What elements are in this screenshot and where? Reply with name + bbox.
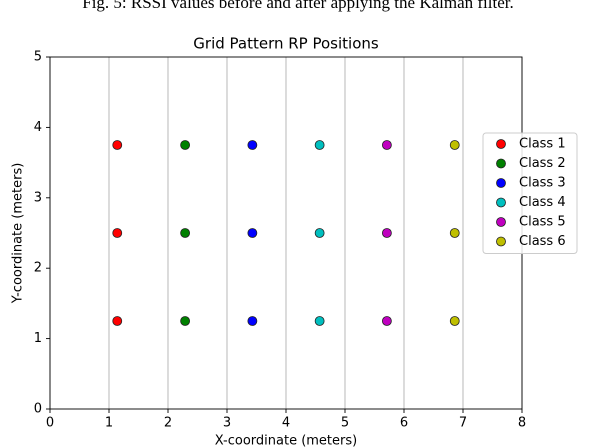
point <box>112 228 123 238</box>
point <box>381 140 392 150</box>
legend-label: Class 6 <box>519 234 566 249</box>
point <box>314 140 325 150</box>
x-tick-label: 6 <box>400 416 408 431</box>
legend-label: Class 1 <box>519 137 566 152</box>
x-tick-label: 3 <box>223 416 231 431</box>
point <box>180 228 191 238</box>
point <box>247 228 258 238</box>
point <box>180 316 191 326</box>
x-tick-label: 4 <box>282 416 290 431</box>
y-tick-label: 2 <box>34 261 42 276</box>
x-tick-label: 2 <box>164 416 172 431</box>
point <box>449 140 460 150</box>
legend-label: Class 4 <box>519 195 566 210</box>
point <box>314 228 325 238</box>
legend-marker <box>496 158 506 169</box>
legend-label: Class 2 <box>519 156 566 171</box>
x-tick-label: 7 <box>459 416 467 431</box>
x-tick-label: 5 <box>341 416 349 431</box>
y-tick-label: 0 <box>34 402 42 417</box>
point <box>381 316 392 326</box>
legend-marker <box>496 197 506 208</box>
y-tick-label: 5 <box>34 50 42 65</box>
chart-title: Grid Pattern RP Positions <box>193 35 379 53</box>
point <box>112 316 123 326</box>
legend-marker <box>496 178 506 188</box>
x-tick-label: 0 <box>46 416 54 431</box>
point <box>180 140 191 150</box>
point <box>112 140 123 150</box>
legend-marker <box>496 139 506 149</box>
y-tick-label: 1 <box>34 331 42 346</box>
legend-marker <box>496 236 506 247</box>
y-tick-label: 3 <box>34 190 42 205</box>
caption: Fig. 5: RSSI values before and after app… <box>82 0 514 12</box>
legend-label: Class 3 <box>519 176 566 191</box>
x-tick-label: 8 <box>518 416 526 431</box>
legend-label: Class 5 <box>519 215 566 230</box>
point <box>449 228 460 238</box>
point <box>247 140 258 150</box>
y-axis-label: Y-coordinate (meters) <box>11 163 26 305</box>
x-tick-label: 1 <box>105 416 113 431</box>
x-axis-label: X-coordinate (meters) <box>215 434 357 448</box>
legend-marker <box>496 217 506 227</box>
point <box>314 316 325 326</box>
point <box>449 316 460 326</box>
point <box>247 316 258 326</box>
legend-box <box>482 132 578 254</box>
y-tick-label: 4 <box>34 120 42 135</box>
point <box>381 228 392 238</box>
